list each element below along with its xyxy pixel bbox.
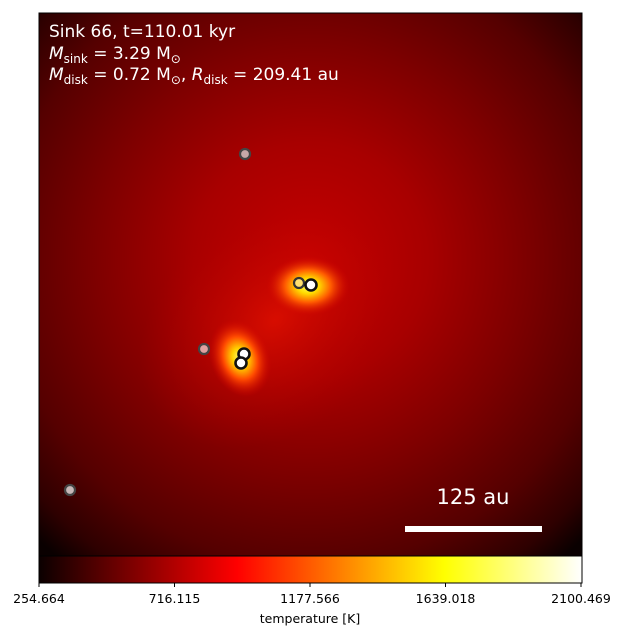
sink-time-label: Sink 66, t=110.01 kyr xyxy=(49,22,235,42)
sink-mass-label: Msink = 3.29 M⊙ xyxy=(49,44,181,66)
sink-particle xyxy=(304,278,318,292)
sink-particle xyxy=(197,342,211,356)
scalebar xyxy=(405,526,542,532)
sink-particle xyxy=(63,483,77,497)
colorbar-tick-label: 1639.018 xyxy=(416,591,476,606)
sink-particles xyxy=(63,147,318,497)
colorbar-tick-label: 254.664 xyxy=(13,591,65,606)
colorbar-label: temperature [K] xyxy=(260,611,361,626)
sink-particle xyxy=(234,356,248,370)
colorbar-ticks xyxy=(38,583,582,587)
colorbar-tick-label: 2100.469 xyxy=(551,591,611,606)
colorbar: 254.664 716.115 1177.566 1639.018 2100.4… xyxy=(13,555,611,626)
temperature-map xyxy=(39,13,582,556)
sink-particle xyxy=(292,276,306,290)
colorbar-tick-label: 1177.566 xyxy=(280,591,340,606)
sink-particle xyxy=(238,147,252,161)
disk-label: Mdisk = 0.72 M⊙, Rdisk = 209.41 au xyxy=(49,65,339,87)
scalebar-label: 125 au xyxy=(437,485,510,509)
colorbar-tick-label: 716.115 xyxy=(149,591,201,606)
